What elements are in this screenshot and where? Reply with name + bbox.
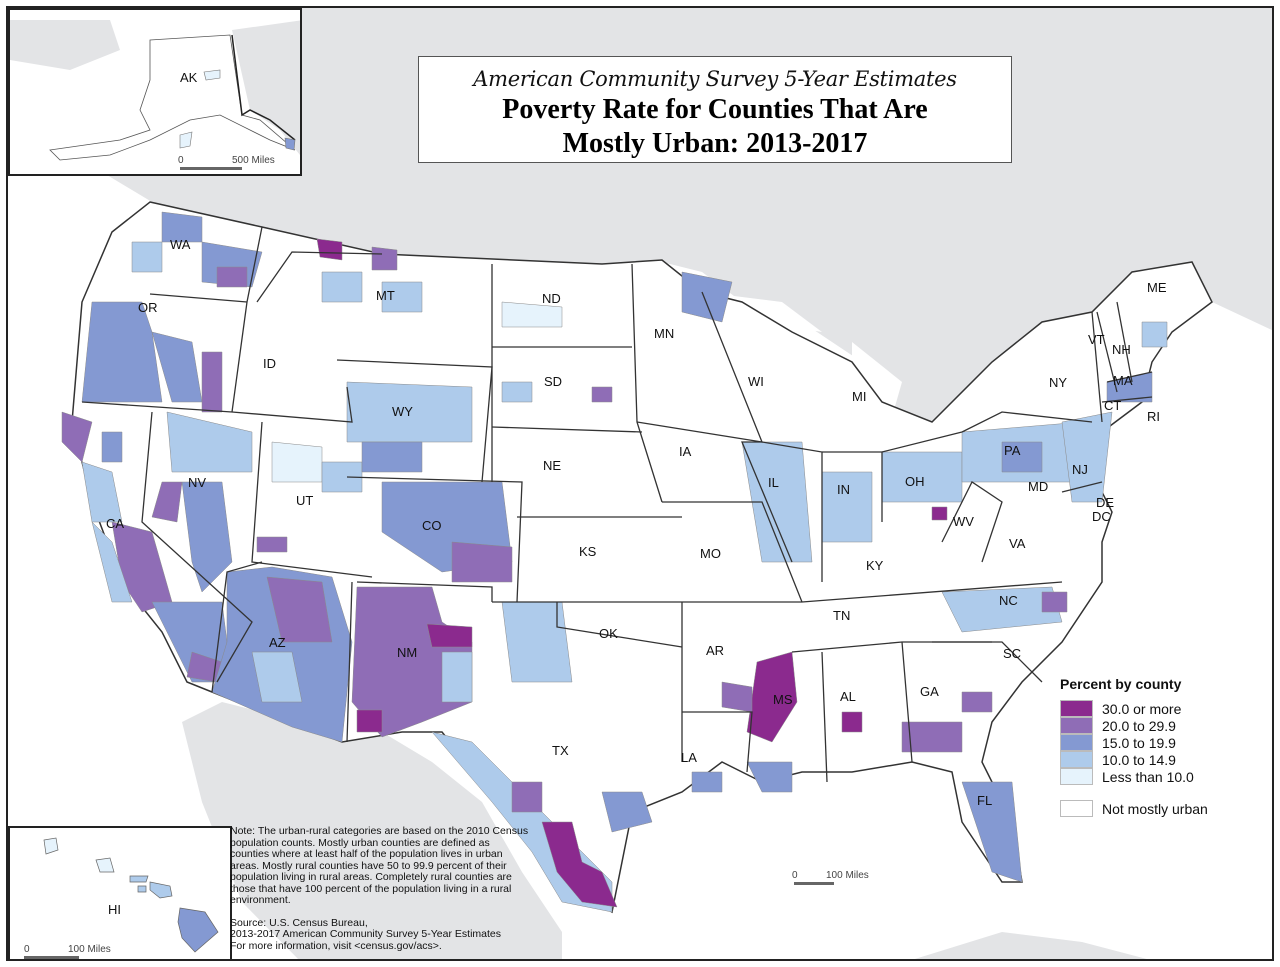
legend-label: 20.0 to 29.9 <box>1102 717 1176 734</box>
state-label-ak: AK <box>180 70 198 85</box>
source-line-2: 2013-2017 American Community Survey 5-Ye… <box>230 928 501 940</box>
state-label-al: AL <box>840 689 856 704</box>
state-label-ia: IA <box>679 444 692 459</box>
alaska-scale-bar <box>180 167 242 170</box>
state-label-wa: WA <box>170 237 191 252</box>
legend: Percent by county 30.0 or more 20.0 to 2… <box>1060 676 1260 817</box>
state-label-fl: FL <box>977 793 993 808</box>
main-scale-label: 100 Miles <box>826 870 869 881</box>
state-label-mn: MN <box>654 326 675 341</box>
state-label-sd: SD <box>544 374 563 389</box>
hawaii-inset: HI 0 100 Miles <box>8 826 232 959</box>
legend-item: 10.0 to 14.9 <box>1060 751 1260 768</box>
legend-swatch <box>1060 800 1093 817</box>
state-label-nc: NC <box>999 593 1018 608</box>
map-title-line2: Mostly Urban: 2013-2017 <box>562 128 868 159</box>
legend-swatch <box>1060 768 1093 785</box>
state-label-ca: CA <box>106 516 125 531</box>
state-label-md: MD <box>1028 479 1049 494</box>
legend-label: 15.0 to 19.9 <box>1102 734 1176 751</box>
legend-label: Less than 10.0 <box>1102 768 1194 785</box>
legend-item: Less than 10.0 <box>1060 768 1260 785</box>
state-label-oh: OH <box>905 474 925 489</box>
legend-label: 10.0 to 14.9 <box>1102 751 1176 768</box>
legend-title: Percent by county <box>1060 676 1182 692</box>
state-label-ms: MS <box>773 692 793 707</box>
state-label-co: CO <box>422 518 442 533</box>
state-label-id: ID <box>263 356 276 371</box>
legend-item: 15.0 to 19.9 <box>1060 734 1260 751</box>
state-label-mo: MO <box>700 546 721 561</box>
state-label-vt: VT <box>1088 332 1105 347</box>
state-label-me: ME <box>1147 280 1167 295</box>
map-subtitle: American Community Survey 5-Year Estimat… <box>473 67 957 91</box>
state-label-wy: WY <box>392 404 413 419</box>
alaska-scale-label: 500 Miles <box>232 155 275 166</box>
legend-item: 30.0 or more <box>1060 700 1260 717</box>
state-label-dc: DC <box>1092 509 1111 524</box>
hawaii-shape <box>43 837 219 953</box>
state-label-nd: ND <box>542 291 561 306</box>
state-label-la: LA <box>681 750 697 765</box>
state-label-ne: NE <box>543 458 562 473</box>
state-label-tx: TX <box>552 743 569 758</box>
legend-item-not-urban: Not mostly urban <box>1060 800 1260 817</box>
state-label-ar: AR <box>706 643 725 658</box>
state-label-nj: NJ <box>1072 462 1088 477</box>
state-label-ct: CT <box>1104 398 1122 413</box>
state-label-il: IL <box>768 475 779 490</box>
main-scale-bar <box>794 882 834 885</box>
state-label-ut: UT <box>296 493 314 508</box>
state-label-nm: NM <box>397 645 418 660</box>
state-label-pa: PA <box>1004 443 1021 458</box>
alaska-scale-zero: 0 <box>178 155 184 166</box>
legend-swatch <box>1060 734 1093 751</box>
hawaii-scale-zero: 0 <box>24 944 30 955</box>
state-label-mi: MI <box>852 389 867 404</box>
state-label-ok: OK <box>599 626 618 641</box>
alaska-shape <box>10 10 300 174</box>
state-label-az: AZ <box>269 635 286 650</box>
state-label-mt: MT <box>376 288 395 303</box>
source-line-3: For more information, visit <census.gov/… <box>230 939 442 952</box>
state-label-ma: MA <box>1113 373 1133 388</box>
state-label-nv: NV <box>188 475 207 490</box>
main-scale-zero: 0 <box>792 870 798 881</box>
hawaii-scale-label: 100 Miles <box>68 944 111 955</box>
state-label-ri: RI <box>1147 409 1160 424</box>
note-block: Note: The urban-rural categories are bas… <box>230 825 530 952</box>
state-label-in: IN <box>837 482 850 497</box>
state-label-nh: NH <box>1112 342 1131 357</box>
state-label-de: DE <box>1096 495 1115 510</box>
state-label-ga: GA <box>920 684 939 699</box>
source-line-1: Source: U.S. Census Bureau, <box>230 916 368 929</box>
alaska-inset: AK 0 500 Miles <box>8 8 302 176</box>
legend-item: 20.0 to 29.9 <box>1060 717 1260 734</box>
state-label-wi: WI <box>748 374 764 389</box>
legend-swatch <box>1060 717 1093 734</box>
state-label-hi: HI <box>108 902 121 917</box>
state-label-ks: KS <box>579 544 597 559</box>
state-label-ny: NY <box>1049 375 1068 390</box>
map-title-line1: Poverty Rate for Counties That Are <box>502 94 928 125</box>
hawaii-scale-bar <box>24 956 79 959</box>
state-label-tn: TN <box>833 608 851 623</box>
state-label-sc: SC <box>1003 646 1022 661</box>
state-label-va: VA <box>1009 536 1026 551</box>
state-label-or: OR <box>138 300 158 315</box>
title-box: American Community Survey 5-Year Estimat… <box>418 56 1012 163</box>
legend-swatch <box>1060 751 1093 768</box>
note-text: Note: The urban-rural categories are bas… <box>230 825 529 906</box>
state-label-wv: WV <box>953 514 974 529</box>
state-label-ky: KY <box>866 558 884 573</box>
legend-label: 30.0 or more <box>1102 700 1182 717</box>
legend-label: Not mostly urban <box>1102 800 1208 817</box>
legend-swatch <box>1060 700 1093 717</box>
